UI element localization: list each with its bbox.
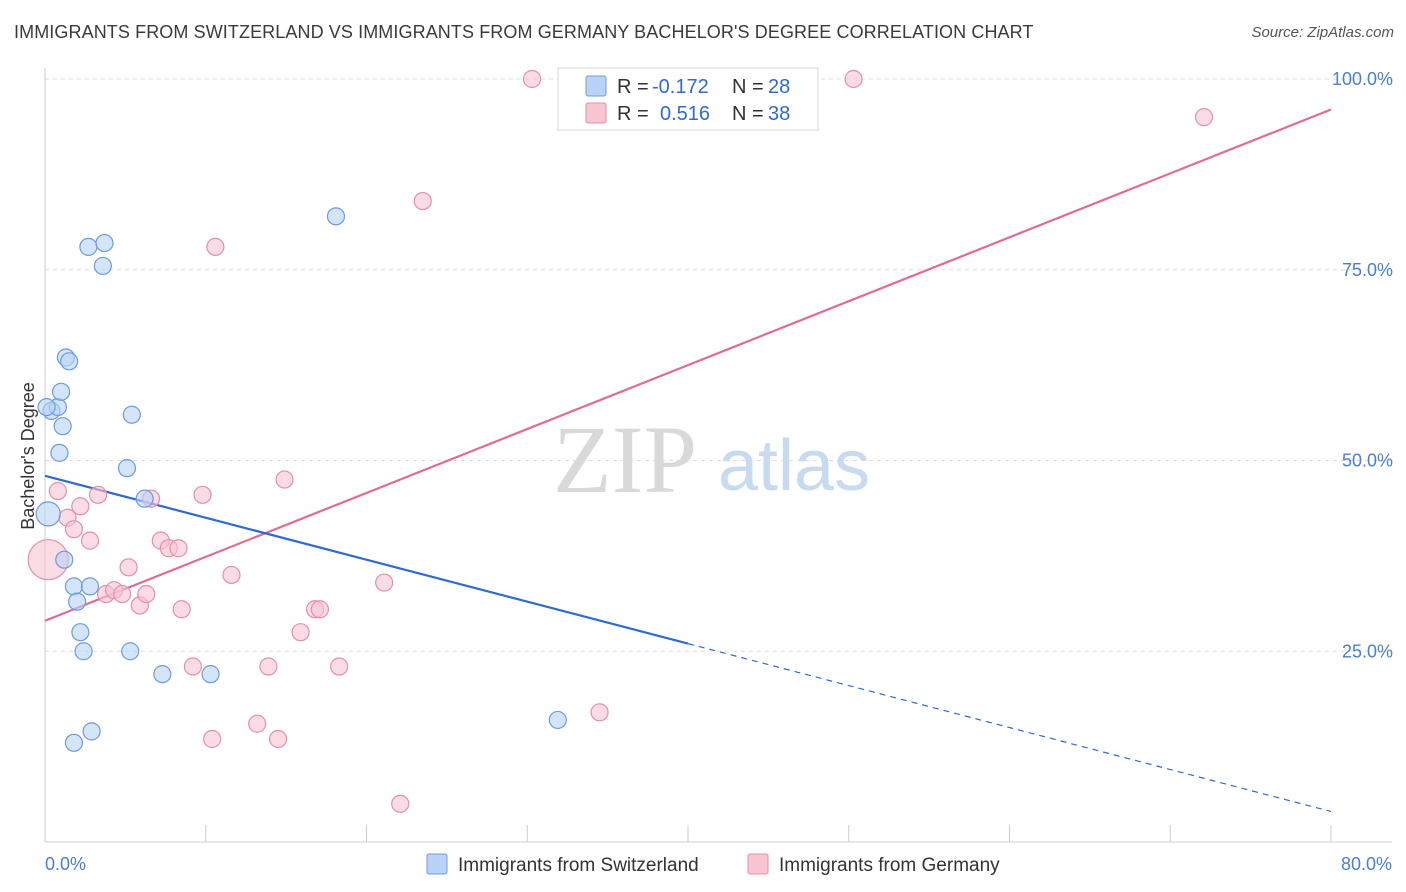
point-germany: [375, 573, 394, 592]
legend-germany-r-value: 0.516: [660, 103, 710, 125]
point-switzerland: [80, 577, 100, 596]
point-germany: [291, 623, 310, 642]
point-germany: [413, 191, 432, 211]
y-tick-label: 100.0%: [1332, 69, 1393, 89]
point-germany: [193, 485, 212, 504]
point-switzerland: [79, 237, 98, 256]
point-switzerland: [50, 443, 69, 462]
series-legend: Immigrants from Switzerland Immigrants f…: [426, 853, 1000, 876]
bottom-legend-switzerland-label: Immigrants from Switzerland: [458, 855, 699, 876]
point-germany: [119, 558, 138, 577]
point-germany: [64, 520, 84, 539]
point-germany: [80, 531, 100, 550]
point-switzerland: [95, 233, 114, 253]
point-germany: [275, 470, 294, 489]
point-switzerland: [60, 352, 79, 371]
point-switzerland: [64, 577, 84, 596]
trend-line-germany: [44, 108, 1332, 622]
point-switzerland: [64, 733, 84, 752]
y-axis-title: Bachelor's Degree: [18, 382, 38, 530]
data-points: [27, 69, 1214, 813]
point-germany: [172, 600, 191, 619]
legend-switzerland-n-value: 28: [768, 76, 790, 98]
legend-germany-n-label: N =: [732, 103, 764, 125]
y-tick-label: 25.0%: [1342, 641, 1393, 661]
point-germany: [48, 481, 67, 501]
point-switzerland: [35, 501, 61, 527]
point-switzerland: [71, 623, 90, 642]
y-tick-label: 50.0%: [1342, 451, 1393, 471]
tick-labels: 25.0% 50.0% 75.0% 100.0% 0.0% 80.0%: [45, 69, 1393, 874]
point-switzerland: [122, 405, 141, 424]
axes: [44, 68, 1392, 843]
watermark: ZIP atlas: [553, 406, 870, 513]
point-switzerland: [121, 642, 140, 661]
point-germany: [590, 703, 609, 722]
bottom-legend-germany-label: Immigrants from Germany: [779, 855, 1000, 876]
point-switzerland: [74, 642, 93, 661]
point-germany: [268, 729, 288, 749]
y-tick-label: 75.0%: [1342, 260, 1393, 280]
point-switzerland: [153, 665, 172, 684]
source-credit: Source: ZipAtlas.com: [1251, 24, 1394, 41]
legend-switzerland-swatch: [585, 75, 607, 97]
point-switzerland: [37, 397, 56, 417]
point-switzerland: [93, 256, 112, 276]
point-switzerland: [201, 665, 220, 684]
watermark-atlas: atlas: [718, 426, 870, 506]
bottom-legend-switzerland-swatch: [426, 853, 448, 875]
point-germany: [310, 600, 329, 619]
point-switzerland: [548, 710, 567, 730]
point-switzerland: [117, 459, 137, 478]
legend-germany-r-label: R =: [617, 103, 649, 125]
point-germany: [169, 539, 188, 558]
watermark-zip: ZIP: [553, 406, 697, 513]
point-germany: [222, 565, 241, 585]
x-tick-label-max: 80.0%: [1341, 854, 1392, 874]
point-germany: [206, 237, 225, 256]
point-switzerland: [68, 592, 87, 611]
point-germany: [113, 584, 132, 604]
grid-lines: [45, 78, 1392, 652]
legend-switzerland-n-label: N =: [732, 76, 764, 98]
point-germany: [391, 794, 410, 813]
point-germany: [88, 485, 108, 504]
legend-switzerland-r-value: -0.172: [652, 76, 709, 98]
point-germany: [137, 584, 156, 604]
point-germany: [330, 657, 349, 676]
point-switzerland: [53, 417, 72, 436]
point-germany: [1194, 108, 1214, 127]
point-switzerland: [326, 207, 346, 226]
correlation-legend: R = -0.172 N = 28 R = 0.516 N = 38: [557, 67, 819, 131]
point-germany: [183, 657, 202, 676]
point-germany: [71, 497, 90, 516]
chart-title: IMMIGRANTS FROM SWITZERLAND VS IMMIGRANT…: [14, 22, 1034, 42]
point-switzerland: [135, 489, 154, 508]
point-germany: [203, 729, 222, 749]
point-switzerland: [51, 382, 71, 401]
legend-germany-swatch: [585, 102, 607, 124]
legend-switzerland-r-label: R =: [617, 76, 649, 98]
bottom-legend-germany-swatch: [747, 853, 769, 875]
trend-line-switzerland-extension: [687, 643, 1332, 813]
point-germany: [259, 657, 278, 676]
point-switzerland: [55, 550, 74, 569]
legend-germany-n-value: 38: [768, 103, 790, 125]
point-germany: [248, 714, 267, 733]
point-germany: [522, 69, 542, 89]
point-germany: [844, 69, 863, 89]
point-switzerland: [82, 722, 101, 741]
x-tick-label-min: 0.0%: [45, 854, 86, 874]
